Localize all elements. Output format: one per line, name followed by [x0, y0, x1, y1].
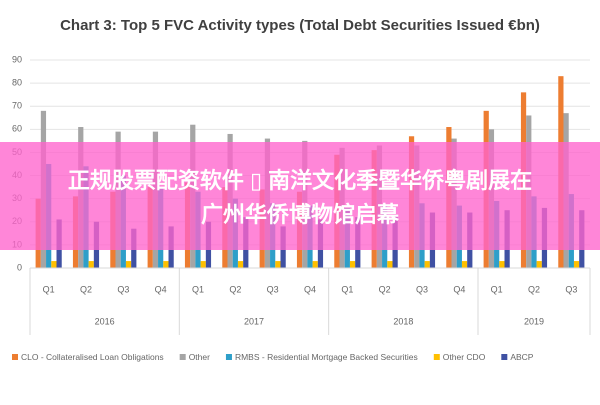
legend-label: Other [189, 352, 210, 362]
x-tick-label: Q3 [565, 284, 577, 294]
bar [573, 261, 580, 268]
bar [237, 261, 244, 268]
bar [51, 261, 57, 268]
x-tick-label: Q1 [192, 284, 204, 294]
y-tick-label: 60 [12, 124, 22, 134]
legend-swatch [225, 354, 232, 360]
x-tick-label: Q1 [43, 284, 55, 294]
bar [349, 261, 356, 268]
legend-label: ABCP [510, 352, 533, 362]
x-tick-label: Q1 [491, 284, 503, 294]
bar [387, 261, 393, 268]
x-tick-label: Q3 [117, 284, 129, 294]
bar [125, 261, 132, 268]
x-group-label: 2017 [244, 316, 264, 326]
legend-swatch [179, 354, 186, 360]
bar [275, 261, 281, 268]
x-group-label: 2018 [393, 316, 413, 326]
legend-label: Other CDO [443, 352, 486, 362]
bar [424, 261, 430, 268]
overlay-text: 正规股票配资软件 ▯ 南洋文化季暨华侨粤剧展在 [68, 168, 532, 193]
x-tick-label: Q4 [304, 284, 316, 294]
bar [499, 261, 505, 268]
x-tick-label: Q2 [229, 284, 241, 294]
bar [461, 261, 468, 268]
x-tick-label: Q4 [453, 284, 465, 294]
x-tick-label: Q3 [267, 284, 279, 294]
x-tick-label: Q4 [155, 284, 167, 294]
legend-swatch [12, 354, 18, 360]
chart-title: Chart 3: Top 5 FVC Activity types (Total… [60, 17, 540, 34]
overlay-banner [0, 142, 600, 250]
x-tick-label: Q2 [528, 284, 540, 294]
overlay-text: 广州华侨博物馆启幕 [201, 202, 400, 227]
y-tick-label: 80 [12, 77, 22, 87]
bar [163, 261, 169, 268]
legend-label: RMBS - Residential Mortgage Backed Secur… [235, 352, 418, 362]
x-group-label: 2016 [95, 316, 115, 326]
y-tick-label: 0 [17, 262, 22, 272]
bar [312, 261, 318, 268]
y-tick-label: 70 [12, 101, 22, 111]
y-tick-label: 90 [12, 54, 22, 64]
x-tick-label: Q2 [379, 284, 391, 294]
x-tick-label: Q1 [341, 284, 353, 294]
legend-swatch [433, 354, 440, 360]
x-tick-label: Q2 [80, 284, 92, 294]
bar [88, 261, 94, 268]
bar [536, 261, 542, 268]
bar [200, 261, 206, 268]
x-tick-label: Q3 [416, 284, 428, 294]
legend-label: CLO - Collateralised Loan Obligations [21, 352, 164, 362]
legend-swatch [501, 354, 508, 360]
x-group-label: 2019 [524, 316, 544, 326]
